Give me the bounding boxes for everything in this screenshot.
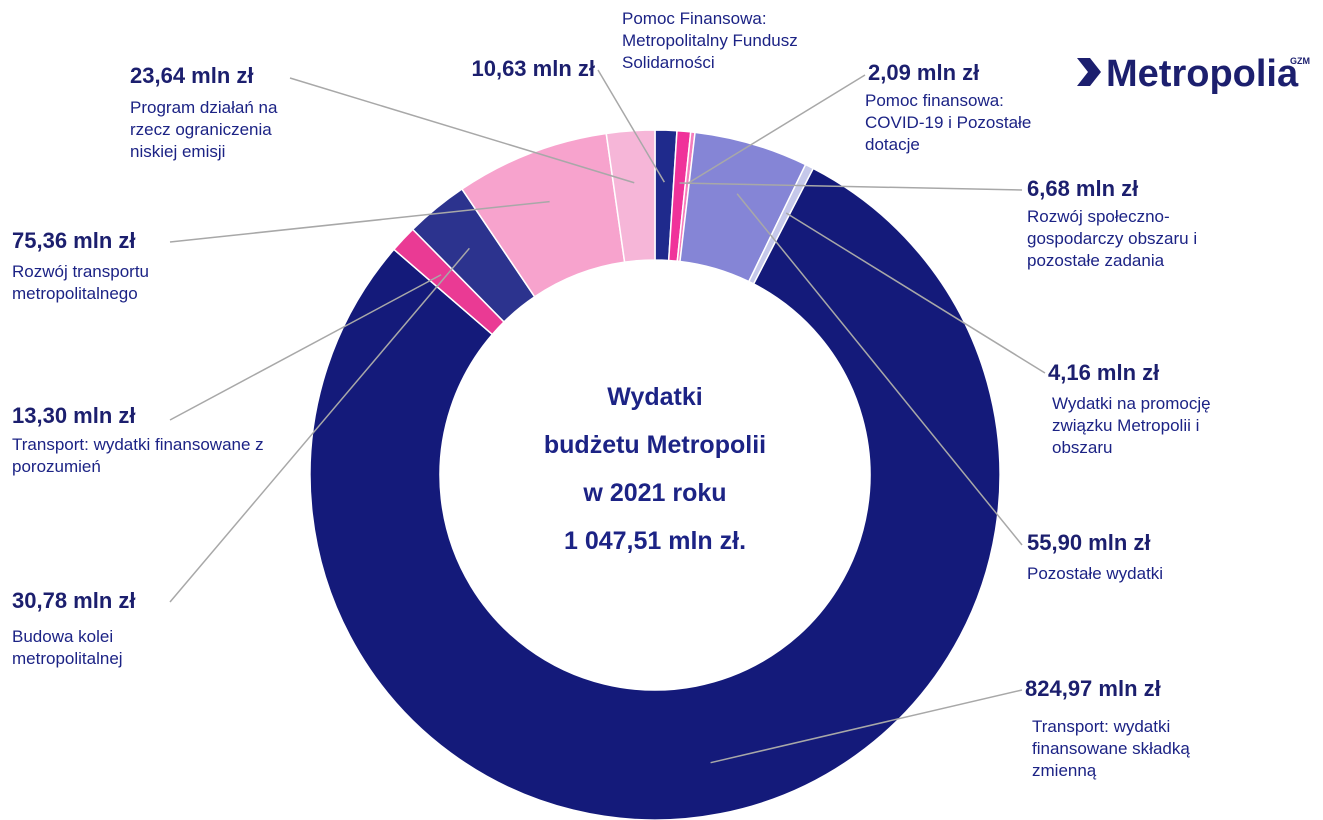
category-label: Program działań na rzecz ograniczenia ni…	[130, 98, 278, 161]
leader-line	[686, 74, 866, 185]
leader-line	[289, 77, 635, 184]
value-label: 2,09 mln zł	[868, 60, 980, 85]
value-label: 75,36 mln zł	[12, 228, 136, 253]
value-label: 30,78 mln zł	[12, 588, 136, 613]
value-label: 824,97 mln zł	[1025, 676, 1161, 701]
leader-line	[169, 200, 550, 243]
category-label: Pozostałe wydatki	[1027, 564, 1164, 583]
logo-text: Metropolia	[1106, 53, 1299, 95]
value-label: 6,68 mln zł	[1027, 176, 1139, 201]
slice	[605, 129, 656, 264]
category-label: Wydatki na promocję związku Metropolii i…	[1052, 394, 1211, 457]
value-label: 23,64 mln zł	[130, 63, 254, 88]
center-label: Wydatki	[607, 383, 702, 411]
value-label: 10,63 mln zł	[471, 56, 595, 81]
logo-chevron	[1077, 58, 1101, 86]
category-label: Transport: wydatki finansowane składką z…	[1032, 717, 1190, 780]
logo-sup: GZM	[1290, 56, 1310, 66]
leader-line	[736, 193, 1023, 546]
category-label: Pomoc Finansowa: Metropolitalny Fundusz …	[622, 9, 798, 72]
center-label: budżetu Metropolii	[544, 431, 766, 459]
category-label: Rozwój transportu metropolitalnego	[12, 262, 150, 303]
center-label: w 2021 roku	[582, 479, 726, 507]
leader-line	[169, 247, 470, 603]
logo: Metropolia GZM	[1077, 53, 1310, 95]
category-label: Budowa kolei metropolitalnej	[12, 627, 123, 668]
center-label: 1 047,51 mln zł.	[564, 527, 746, 555]
value-label: 13,30 mln zł	[12, 403, 136, 428]
leader-line	[169, 274, 442, 421]
leader-line	[710, 689, 1023, 764]
leader-line	[785, 212, 1046, 374]
category-label: Transport: wydatki finansowane z porozum…	[12, 435, 264, 476]
slice	[309, 167, 1001, 820]
value-label: 4,16 mln zł	[1048, 360, 1160, 385]
category-label: Pomoc finansowa: COVID-19 i Pozostałe do…	[865, 91, 1032, 154]
value-label: 55,90 mln zł	[1027, 530, 1151, 555]
leader-line	[597, 69, 665, 183]
category-label: Rozwój społeczno-gospodarczy obszaru i p…	[1027, 207, 1198, 270]
leader-line	[679, 182, 1023, 191]
